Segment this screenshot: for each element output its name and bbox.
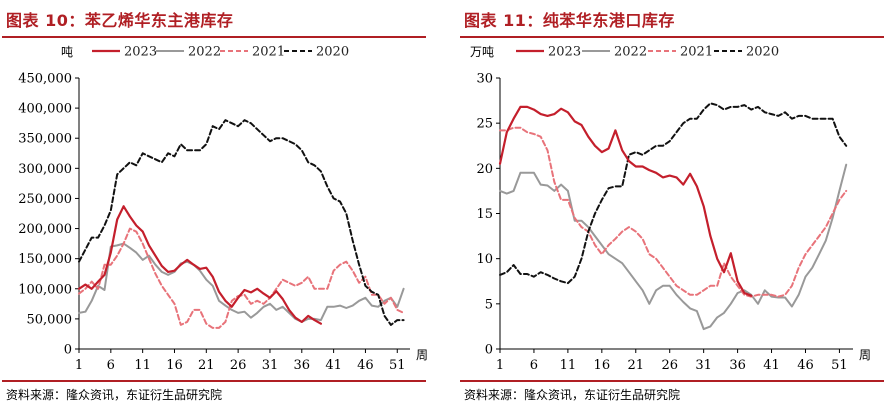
series-line-2020: [499, 102, 848, 285]
legend-label-2021: 2021: [252, 45, 285, 60]
x-axis-label: 周: [416, 348, 428, 362]
y-tick-label: 400,000: [18, 102, 72, 117]
series-line-2022: [78, 242, 405, 323]
x-tick-label: 11: [560, 358, 577, 373]
y-tick-label: 150,000: [18, 252, 72, 267]
legend-label-2021: 2021: [680, 45, 713, 60]
legend-label-2023: 2023: [548, 45, 581, 60]
y-tick-label: 50,000: [27, 312, 73, 327]
source-rule: [460, 380, 884, 382]
x-tick-label: 11: [134, 358, 151, 373]
x-axis-label: 周: [859, 348, 871, 362]
series-line-2022: [499, 163, 848, 331]
source-note: 资料来源：隆众资讯，东证衍生品研究院: [6, 388, 223, 402]
y-tick-label: 300,000: [18, 162, 72, 177]
styrene-inventory-chart: 0 50,000 100,000 150,000 200,000 250,000 300,0…: [18, 45, 428, 374]
y-tick-label: 15: [476, 207, 493, 222]
series-line-2021: [499, 126, 848, 298]
source-rule: [2, 380, 426, 382]
x-tick-label: 46: [357, 358, 374, 373]
y-tick-label: 5: [485, 297, 493, 312]
x-tick-label: 6: [107, 358, 115, 373]
x-tick-label: 31: [262, 358, 279, 373]
x-tick-label: 51: [389, 358, 406, 373]
y-tick-label: 0: [485, 343, 493, 358]
series-line-2023: [77, 205, 322, 325]
y-tick-label: 20: [476, 162, 493, 177]
x-tick-label: 26: [230, 358, 247, 373]
x-tick-label: 31: [695, 358, 712, 373]
y-tick-label: 350,000: [18, 132, 72, 147]
chart-panel-styrene: 图表 10：苯乙烯华东主港库存 0 50,000 100,000 150,000 200…: [0, 0, 430, 416]
legend-label-2023: 2023: [124, 45, 157, 60]
x-tick-label: 26: [661, 358, 678, 373]
x-tick-label: 46: [797, 358, 814, 373]
x-tick-label: 1: [75, 358, 83, 373]
y-axis-unit-label: 万吨: [470, 45, 494, 59]
y-tick-label: 250,000: [18, 192, 72, 207]
x-tick-label: 21: [198, 358, 215, 373]
source-note: 资料来源：隆众资讯，东证衍生品研究院: [464, 388, 681, 402]
y-tick-label: 450,000: [18, 72, 72, 87]
y-tick-label: 25: [476, 117, 493, 132]
x-tick-label: 41: [325, 358, 342, 373]
x-tick-label: 36: [729, 358, 746, 373]
series-line-2023: [498, 105, 753, 297]
x-tick-label: 36: [294, 358, 311, 373]
y-tick-label: 30: [476, 72, 493, 87]
title-rule: [2, 36, 426, 38]
chart-title: 图表 11：纯苯华东港口库存: [464, 11, 675, 30]
x-tick-label: 6: [530, 358, 538, 373]
y-tick-label: 200,000: [18, 222, 72, 237]
x-tick-label: 21: [627, 358, 644, 373]
x-tick-label: 51: [831, 358, 848, 373]
y-axis-unit-label: 吨: [61, 45, 73, 59]
title-rule: [460, 36, 884, 38]
y-tick-label: 0: [64, 343, 72, 358]
x-tick-label: 16: [166, 358, 183, 373]
chart-title: 图表 10：苯乙烯华东主港库存: [6, 11, 234, 30]
legend-label-2020: 2020: [316, 45, 349, 60]
y-tick-label: 10: [476, 252, 493, 267]
y-tick-label: 100,000: [18, 282, 72, 297]
legend-label-2020: 2020: [746, 45, 779, 60]
x-tick-label: 41: [763, 358, 780, 373]
legend-label-2022: 2022: [614, 45, 647, 60]
x-tick-label: 16: [594, 358, 611, 373]
chart-panel-benzene: 图表 11：纯苯华东港口库存 0 5 10 15 20 25 30 1 6 11 16 21 26 31 3…: [458, 0, 888, 416]
x-tick-label: 1: [496, 358, 504, 373]
series-line-2020: [78, 119, 405, 326]
legend-label-2022: 2022: [188, 45, 221, 60]
